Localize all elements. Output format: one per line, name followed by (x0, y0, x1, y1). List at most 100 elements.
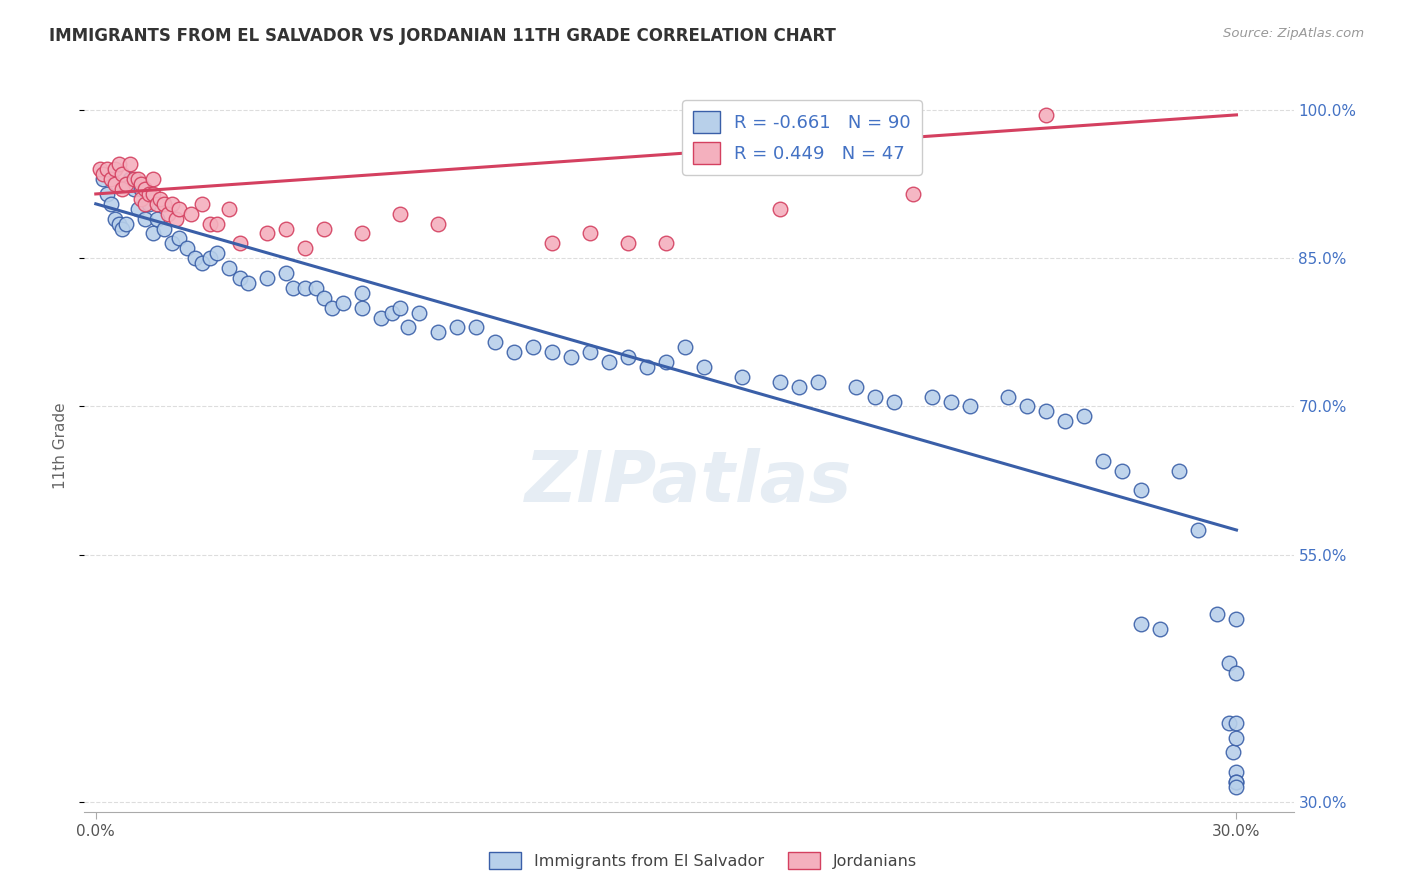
Point (274, 221, 297, 235)
Point (305, 281, 328, 295)
Point (1092, 454, 1115, 468)
Point (104, 177, 127, 191)
Point (180, 207, 202, 221)
Point (198, 251, 221, 265)
Point (93, 172, 115, 186)
Point (731, 369, 754, 384)
Legend: R = -0.661   N = 90, R = 0.449   N = 47: R = -0.661 N = 90, R = 0.449 N = 47 (682, 100, 922, 175)
Point (115, 177, 138, 191)
Point (921, 390, 943, 404)
Point (350, 285, 373, 300)
Point (169, 202, 191, 216)
Point (111, 167, 134, 181)
Point (941, 394, 963, 409)
Point (1225, 731, 1247, 745)
Point (100, 172, 122, 186)
Point (96, 186, 118, 201)
Point (256, 227, 278, 241)
Point (484, 335, 506, 350)
Point (541, 236, 564, 251)
Point (1130, 483, 1153, 498)
Point (218, 202, 240, 216)
Point (107, 217, 129, 231)
Point (122, 182, 145, 196)
Point (89, 162, 111, 177)
Point (522, 340, 544, 354)
Point (350, 301, 373, 315)
Point (381, 305, 404, 319)
Point (191, 197, 214, 211)
Point (1225, 780, 1247, 794)
Point (332, 295, 354, 310)
Point (1225, 775, 1247, 789)
Point (96, 162, 118, 177)
Text: ZIPatlas: ZIPatlas (526, 448, 852, 517)
Point (134, 182, 156, 196)
Point (104, 211, 127, 226)
Point (183, 251, 205, 265)
Point (1111, 464, 1133, 478)
Point (1225, 715, 1247, 730)
Point (229, 236, 252, 251)
Point (655, 355, 678, 369)
Point (207, 246, 229, 260)
Point (617, 350, 640, 364)
Point (1225, 612, 1247, 626)
Point (104, 162, 127, 177)
Point (655, 236, 678, 251)
Point (107, 157, 129, 171)
Point (138, 197, 160, 211)
Point (579, 345, 602, 359)
Point (807, 375, 830, 389)
Point (1218, 715, 1240, 730)
Point (1035, 404, 1057, 418)
Point (131, 182, 153, 196)
Point (131, 177, 153, 191)
Point (169, 231, 191, 245)
Point (294, 241, 316, 255)
Point (1225, 765, 1247, 780)
Point (1035, 108, 1057, 122)
Point (229, 271, 252, 285)
Point (156, 207, 179, 221)
Point (408, 305, 430, 319)
Point (312, 221, 335, 235)
Point (541, 345, 564, 359)
Point (1218, 657, 1240, 671)
Point (111, 182, 134, 196)
Point (127, 172, 149, 186)
Point (503, 345, 526, 359)
Point (149, 192, 172, 206)
Point (560, 350, 582, 364)
Point (617, 236, 640, 251)
Point (370, 310, 392, 325)
Point (131, 192, 153, 206)
Point (283, 281, 305, 295)
Point (350, 227, 373, 241)
Point (1206, 607, 1229, 621)
Point (1187, 523, 1209, 537)
Point (115, 217, 138, 231)
Point (218, 261, 240, 276)
Point (579, 227, 602, 241)
Point (176, 241, 198, 255)
Y-axis label: 11th Grade: 11th Grade (53, 402, 69, 490)
Point (1149, 622, 1171, 636)
Point (134, 211, 156, 226)
Point (256, 271, 278, 285)
Point (321, 301, 343, 315)
Point (118, 172, 141, 186)
Point (160, 236, 183, 251)
Point (388, 207, 411, 221)
Point (883, 394, 905, 409)
Point (93, 167, 115, 181)
Point (673, 340, 696, 354)
Point (769, 202, 792, 216)
Point (396, 320, 419, 334)
Point (1222, 746, 1244, 760)
Point (100, 197, 122, 211)
Point (294, 281, 316, 295)
Point (145, 197, 167, 211)
Point (427, 326, 450, 340)
Point (145, 211, 167, 226)
